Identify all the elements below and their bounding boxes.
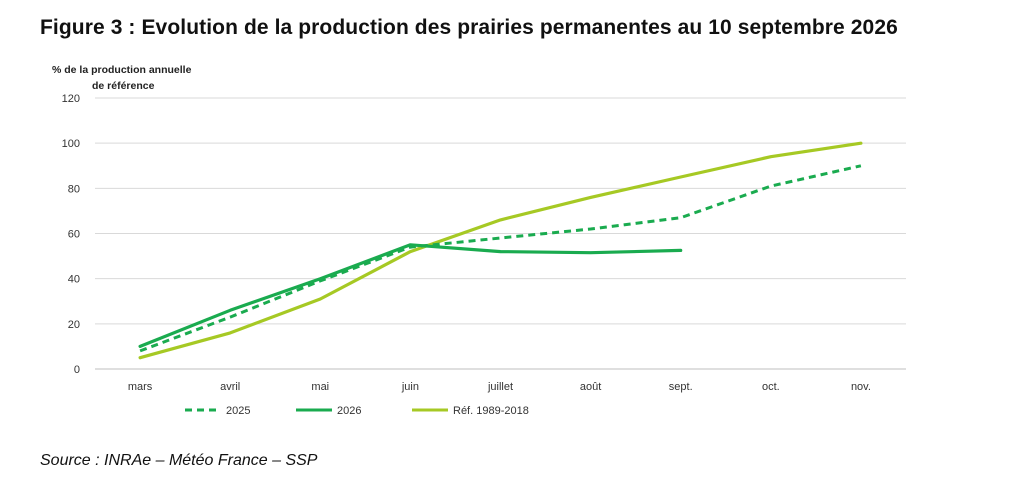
- x-tick-label: avril: [220, 381, 240, 393]
- y-tick-labels: 0 20 40 60 80 100 120: [62, 93, 80, 376]
- line-chart: 0 20 40 60 80 100 120 mars avril mai juin juillet a…: [62, 93, 906, 417]
- y-axis-label-line-2: de référence: [92, 80, 155, 92]
- x-tick-label: mars: [128, 381, 153, 393]
- x-tick-label: mai: [311, 381, 329, 393]
- y-tick-label: 20: [68, 319, 80, 331]
- x-tick-label: juin: [401, 381, 419, 393]
- series-line-2026: [138, 243, 683, 348]
- y-tick-label: 120: [62, 93, 80, 105]
- series-line-r-f-1989-2018: [138, 141, 863, 360]
- gridlines: [95, 97, 906, 370]
- series-lines: [138, 141, 863, 360]
- x-tick-label: nov.: [851, 381, 871, 393]
- legend: 2025 2026 Réf. 1989-2018: [185, 405, 529, 417]
- x-tick-label: oct.: [762, 381, 780, 393]
- legend-label: Réf. 1989-2018: [453, 405, 529, 417]
- y-tick-label: 100: [62, 138, 80, 150]
- y-tick-label: 60: [68, 229, 80, 241]
- y-axis-label: % de la production annuelle de référence: [52, 62, 191, 94]
- x-tick-label: août: [580, 381, 601, 393]
- y-tick-label: 40: [68, 274, 80, 286]
- legend-label: 2026: [337, 405, 361, 417]
- source-note: Source : INRAe – Météo France – SSP: [40, 452, 318, 469]
- series-line-2025: [139, 164, 862, 353]
- legend-label: 2025: [226, 405, 250, 417]
- x-tick-labels: mars avril mai juin juillet août sept. oct. nov.: [128, 381, 871, 393]
- x-tick-label: sept.: [669, 381, 693, 393]
- y-axis-label-line-1: % de la production annuelle: [52, 64, 192, 76]
- chart-title: Figure 3 : Evolution de la production de…: [40, 16, 898, 39]
- y-tick-label: 80: [68, 183, 80, 195]
- y-tick-label: 0: [74, 364, 80, 376]
- x-tick-label: juillet: [487, 381, 513, 393]
